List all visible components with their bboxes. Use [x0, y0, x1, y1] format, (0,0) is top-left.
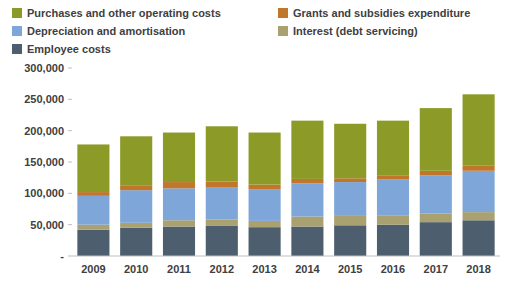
bar-segment: [291, 227, 323, 256]
legend-swatch: [278, 26, 288, 36]
x-tick-label: 2009: [81, 263, 105, 275]
legend-label: Purchases and other operating costs: [27, 7, 221, 19]
bar-segment: [249, 190, 281, 221]
bar-segment: [377, 121, 409, 176]
bar-segment: [77, 230, 109, 256]
legend-swatch: [278, 8, 288, 18]
bar-segment: [77, 192, 109, 196]
y-tick-label: 250,000: [24, 93, 64, 105]
x-tick-label: 2010: [124, 263, 148, 275]
bar-segment: [420, 213, 452, 222]
bar-segment: [249, 185, 281, 190]
y-tick: [68, 99, 72, 100]
bar-segment: [377, 176, 409, 180]
bar-segment: [249, 227, 281, 256]
bar-segment: [206, 126, 238, 181]
x-tick-label: 2016: [381, 263, 405, 275]
bar-segment: [206, 181, 238, 187]
bar-segment: [77, 144, 109, 192]
bar-segment: [206, 220, 238, 226]
bar-segment: [463, 212, 495, 220]
bar-segment: [249, 221, 281, 227]
x-tick-label: 2014: [295, 263, 320, 275]
bar-segment: [163, 220, 195, 226]
bar-segment: [163, 182, 195, 188]
legend-label: Grants and subsidies expenditure: [293, 7, 470, 19]
x-tick-label: 2013: [252, 263, 276, 275]
x-axis: [72, 256, 500, 257]
x-tick-label: 2011: [167, 263, 191, 275]
y-tick: [68, 130, 72, 131]
bar-segment: [206, 226, 238, 256]
bar-segment: [291, 179, 323, 183]
bar-segment: [463, 94, 495, 165]
bars: [77, 94, 494, 256]
bar-segment: [120, 190, 152, 223]
bar-segment: [463, 166, 495, 171]
bar-segment: [377, 215, 409, 224]
bar-segment: [377, 180, 409, 216]
x-tick-label: 2012: [210, 263, 234, 275]
bar-segment: [163, 133, 195, 183]
bar-segment: [206, 187, 238, 220]
bar-segment: [420, 171, 452, 175]
bar-segment: [249, 133, 281, 185]
bar-segment: [334, 124, 366, 179]
y-tick-label: 50,000: [30, 219, 64, 231]
y-tick-label: 200,000: [24, 125, 64, 137]
bar-segment: [291, 217, 323, 227]
y-tick-label: 150,000: [24, 156, 64, 168]
bar-segment: [463, 220, 495, 256]
y-tick-label: 100,000: [24, 187, 64, 199]
y-tick-label: -: [60, 250, 64, 262]
bar-segment: [334, 182, 366, 216]
y-tick: [68, 162, 72, 163]
y-tick: [68, 68, 72, 69]
bar-segment: [420, 108, 452, 171]
legend-swatch: [12, 44, 22, 54]
legend-swatch: [12, 26, 22, 36]
bar-segment: [163, 227, 195, 256]
bar-segment: [120, 223, 152, 228]
bar-segment: [77, 196, 109, 225]
legend-label: Interest (debt servicing): [293, 25, 418, 37]
y-tick-label: 300,000: [24, 62, 64, 74]
legend-label: Employee costs: [27, 43, 111, 55]
legend-label: Depreciation and amortisation: [27, 25, 186, 37]
y-tick: [68, 256, 72, 257]
bar-segment: [291, 183, 323, 216]
chart: - 50,000 100,000 150,000 200,000 250,000 300,0…: [0, 0, 506, 292]
bar-segment: [334, 216, 366, 225]
bar-segment: [163, 188, 195, 220]
x-tick-label: 2017: [424, 263, 448, 275]
y-tick: [68, 224, 72, 225]
bar-segment: [377, 225, 409, 256]
bar-segment: [77, 225, 109, 230]
legend-swatch: [12, 8, 22, 18]
bar-segment: [334, 178, 366, 182]
bar-segment: [120, 186, 152, 190]
bar-segment: [463, 171, 495, 212]
x-tick-label: 2018: [466, 263, 490, 275]
bar-segment: [420, 222, 452, 256]
bar-segment: [291, 121, 323, 179]
bar-segment: [120, 136, 152, 186]
bar-segment: [120, 228, 152, 256]
bar-segment: [420, 175, 452, 213]
x-tick-label: 2015: [338, 263, 362, 275]
y-tick: [68, 193, 72, 194]
bar-segment: [334, 225, 366, 256]
